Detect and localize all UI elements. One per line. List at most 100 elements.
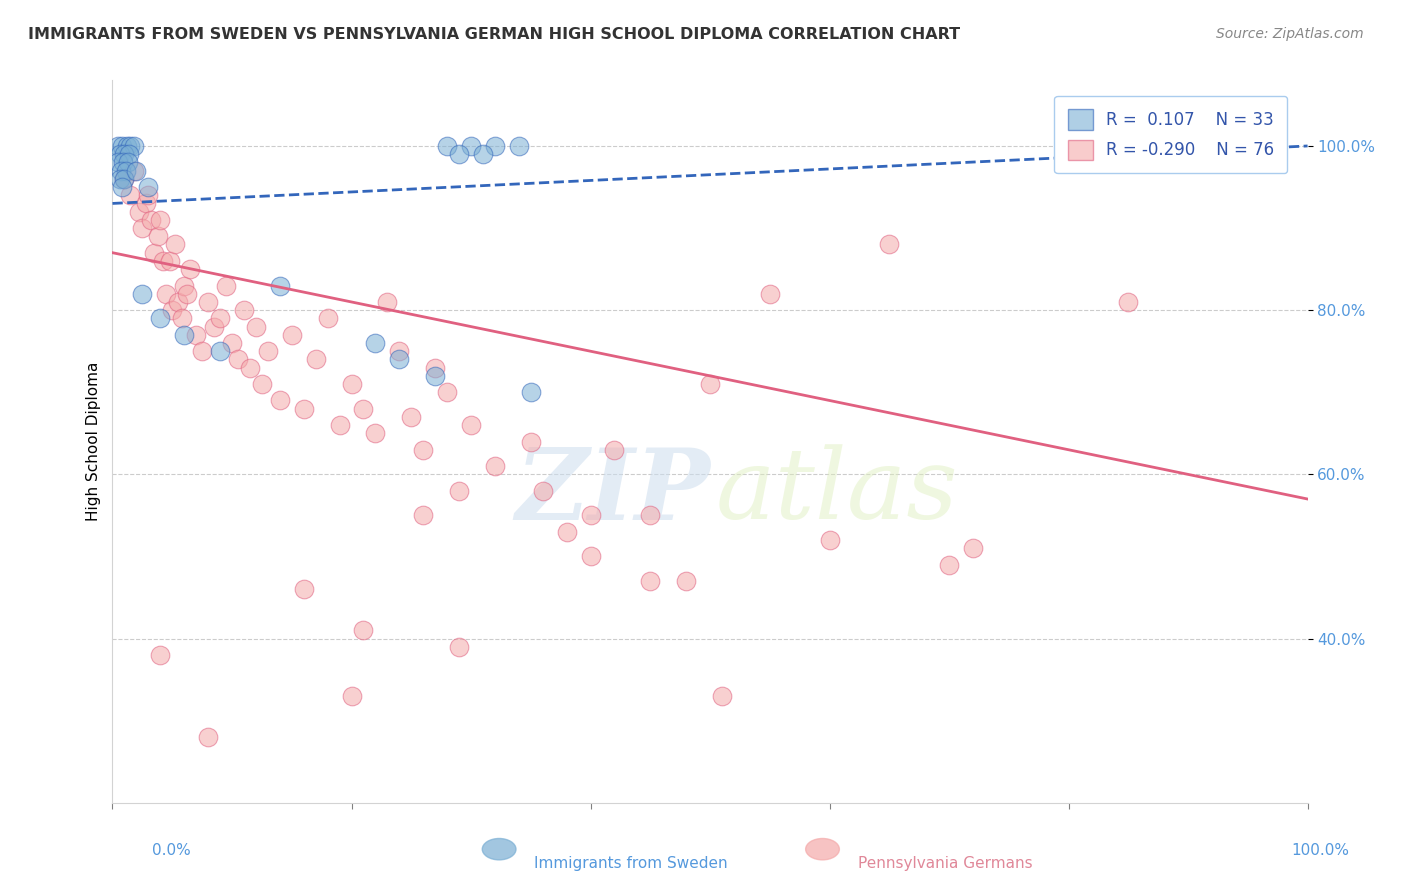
Point xyxy=(425,360,447,375)
Point xyxy=(233,303,256,318)
Point xyxy=(353,624,375,638)
Point xyxy=(257,344,280,359)
Point xyxy=(163,237,186,252)
Point xyxy=(176,286,198,301)
Point xyxy=(128,204,150,219)
Point xyxy=(340,689,363,703)
Point xyxy=(167,295,190,310)
Point xyxy=(531,483,554,498)
Point xyxy=(149,311,172,326)
Point xyxy=(484,459,506,474)
Point xyxy=(202,319,225,334)
Text: ZIP: ZIP xyxy=(515,444,710,541)
Point xyxy=(112,155,135,169)
Point xyxy=(281,327,304,342)
Text: IMMIGRANTS FROM SWEDEN VS PENNSYLVANIA GERMAN HIGH SCHOOL DIPLOMA CORRELATION CH: IMMIGRANTS FROM SWEDEN VS PENNSYLVANIA G… xyxy=(28,27,960,42)
Point xyxy=(1118,295,1140,310)
Point xyxy=(436,385,458,400)
Point xyxy=(364,336,387,351)
Point xyxy=(209,344,232,359)
Point xyxy=(292,401,315,416)
Point xyxy=(209,311,232,326)
Point xyxy=(152,254,174,268)
Point xyxy=(340,377,363,392)
Point xyxy=(114,147,135,161)
Text: Pennsylvania Germans: Pennsylvania Germans xyxy=(858,856,1032,871)
Point xyxy=(110,163,132,178)
Point xyxy=(111,180,134,194)
Point xyxy=(377,295,399,310)
Point xyxy=(120,139,142,153)
Legend: R =  0.107    N = 33, R = -0.290    N = 76: R = 0.107 N = 33, R = -0.290 N = 76 xyxy=(1054,95,1288,173)
Point xyxy=(149,648,172,662)
Point xyxy=(114,171,135,186)
Point xyxy=(699,377,721,392)
Point xyxy=(460,418,482,433)
Point xyxy=(221,336,243,351)
Point xyxy=(245,319,267,334)
Point xyxy=(484,139,506,153)
Point xyxy=(508,139,530,153)
Point xyxy=(449,483,471,498)
Point xyxy=(436,139,458,153)
Point xyxy=(388,344,411,359)
Point xyxy=(139,212,162,227)
Point xyxy=(173,327,195,342)
Point xyxy=(149,212,172,227)
Point xyxy=(162,303,183,318)
Point xyxy=(472,147,495,161)
Point xyxy=(579,508,602,523)
Point xyxy=(603,442,626,457)
Point xyxy=(292,582,315,597)
Text: atlas: atlas xyxy=(716,444,959,540)
Point xyxy=(197,295,219,310)
Point xyxy=(640,508,662,523)
Point xyxy=(675,574,697,588)
Point xyxy=(131,221,153,235)
Point xyxy=(122,139,145,153)
Point xyxy=(120,188,142,202)
Point xyxy=(179,262,201,277)
Point xyxy=(305,352,328,367)
Point xyxy=(114,163,136,178)
Point xyxy=(138,188,160,202)
Point xyxy=(269,278,291,293)
Point xyxy=(135,196,157,211)
Point xyxy=(353,401,375,416)
Point xyxy=(107,155,129,169)
Point xyxy=(146,229,169,244)
Text: Immigrants from Sweden: Immigrants from Sweden xyxy=(534,856,728,871)
Point xyxy=(879,237,901,252)
Point xyxy=(107,139,129,153)
Text: 100.0%: 100.0% xyxy=(1292,843,1350,858)
Point xyxy=(962,541,984,556)
Point xyxy=(173,278,195,293)
Point xyxy=(239,360,262,375)
Point xyxy=(412,508,434,523)
Point xyxy=(579,549,602,564)
Point xyxy=(250,377,273,392)
Point xyxy=(269,393,291,408)
Point xyxy=(155,286,177,301)
Text: 0.0%: 0.0% xyxy=(152,843,191,858)
Point xyxy=(131,286,153,301)
Point xyxy=(520,434,543,449)
Point xyxy=(759,286,782,301)
Point xyxy=(118,147,141,161)
Point xyxy=(117,155,139,169)
Point xyxy=(938,558,960,572)
Point xyxy=(329,418,352,433)
Point xyxy=(364,426,387,441)
Point xyxy=(111,139,134,153)
Point xyxy=(186,327,208,342)
Point xyxy=(388,352,411,367)
Point xyxy=(412,442,434,457)
Point xyxy=(159,254,181,268)
Point xyxy=(108,147,131,161)
Point xyxy=(520,385,543,400)
Point xyxy=(108,171,131,186)
Point xyxy=(640,574,662,588)
Point xyxy=(143,245,166,260)
Point xyxy=(425,368,447,383)
Point xyxy=(170,311,193,326)
